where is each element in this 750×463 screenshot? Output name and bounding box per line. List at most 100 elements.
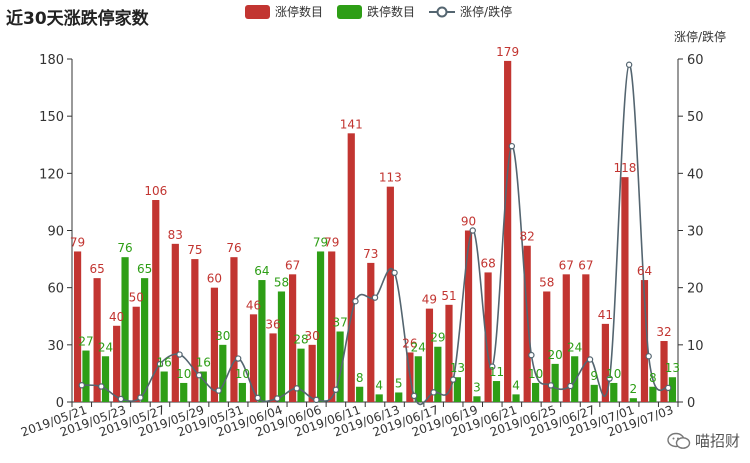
data-label-limit-down: 37 <box>332 315 347 329</box>
ratio-point <box>547 382 555 389</box>
legend-item-ratio[interactable]: 涨停/跌停 <box>429 3 512 20</box>
bar-limit-down <box>531 382 540 402</box>
legend-swatch-limit-up <box>245 4 270 19</box>
ratio-point <box>508 142 516 150</box>
data-label-limit-up: 30 <box>305 329 320 343</box>
y-tick-label-right: 20 <box>687 282 704 297</box>
bar-limit-up <box>640 280 649 402</box>
data-label-limit-up: 73 <box>363 247 378 261</box>
data-label-limit-up: 67 <box>559 258 574 272</box>
ratio-point <box>156 360 164 368</box>
data-label-limit-down: 10 <box>176 367 191 381</box>
data-label-limit-down: 8 <box>649 371 657 385</box>
data-label-limit-up: 60 <box>207 272 222 286</box>
bar-limit-up <box>230 257 238 402</box>
ratio-point <box>215 387 222 394</box>
data-label-limit-up: 79 <box>324 235 339 249</box>
bar-limit-down <box>473 396 481 402</box>
wechat-icon <box>667 432 691 449</box>
y-tick-label-right: 60 <box>687 53 704 68</box>
ratio-point <box>234 355 242 362</box>
ratio-point <box>137 394 144 401</box>
bar-limit-up <box>328 251 336 402</box>
data-label-limit-down: 76 <box>117 241 132 255</box>
ratio-point <box>469 227 476 234</box>
bar-limit-up <box>601 323 609 402</box>
data-label-limit-up: 67 <box>578 258 593 272</box>
data-label-limit-up: 90 <box>461 215 476 229</box>
data-label-limit-down: 4 <box>512 378 520 392</box>
data-label-limit-down: 65 <box>137 262 152 276</box>
bar-limit-down <box>82 350 90 402</box>
legend-item-limit-up[interactable]: 涨停数目 <box>245 3 323 20</box>
ratio-point <box>274 395 281 402</box>
bar-limit-down <box>160 371 168 402</box>
data-label-limit-up: 76 <box>226 241 241 255</box>
data-label-limit-down: 20 <box>547 348 562 362</box>
bar-limit-down <box>629 398 637 402</box>
data-label-limit-up: 79 <box>70 235 85 249</box>
bar-limit-up <box>289 274 297 402</box>
bar-limit-up <box>484 272 492 402</box>
data-label-limit-up: 36 <box>265 317 280 331</box>
data-label-limit-down: 58 <box>274 275 289 289</box>
y-tick-label-left: 60 <box>47 282 64 297</box>
legend: 涨停数目 跌停数目 涨停/跌停 <box>245 3 512 20</box>
bar-limit-down <box>277 291 286 402</box>
data-label-limit-up: 141 <box>340 117 363 131</box>
y-tick-label-right: 40 <box>687 167 704 182</box>
data-label-limit-up: 40 <box>109 310 124 324</box>
bar-limit-up <box>93 278 101 402</box>
data-label-limit-up: 106 <box>144 184 167 198</box>
y-tick-label-right: 30 <box>687 225 704 240</box>
data-label-limit-down: 16 <box>157 356 172 370</box>
bar-limit-down <box>668 377 677 402</box>
bar-limit-up <box>269 333 277 402</box>
bar-limit-down <box>180 382 188 402</box>
bar-limit-down <box>414 356 422 402</box>
y-tick-label-right: 50 <box>687 110 704 125</box>
data-label-limit-down: 30 <box>215 329 230 343</box>
data-label-limit-down: 16 <box>196 356 211 370</box>
bar-limit-down <box>219 344 227 402</box>
bar-limit-down <box>238 382 246 402</box>
ratio-point <box>98 383 105 390</box>
y-tick-label-right: 10 <box>687 339 704 354</box>
bar-limit-up <box>660 341 668 402</box>
ratio-point <box>645 353 652 360</box>
bar-limit-up <box>171 243 179 402</box>
bar-limit-up <box>367 262 375 402</box>
y-tick-label-left: 0 <box>56 396 64 411</box>
legend-item-limit-down[interactable]: 跌停数目 <box>337 3 415 20</box>
data-label-limit-down: 79 <box>313 235 328 249</box>
legend-label-limit-down: 跌停数目 <box>367 5 416 19</box>
data-label-limit-down: 8 <box>356 371 364 385</box>
data-label-limit-down: 5 <box>395 376 403 390</box>
ratio-point <box>449 376 457 383</box>
ratio-point <box>410 392 418 400</box>
data-label-limit-up: 32 <box>656 325 671 339</box>
bar-limit-down <box>571 356 579 402</box>
data-label-limit-up: 65 <box>89 262 104 276</box>
data-label-limit-up: 75 <box>187 243 202 257</box>
ratio-point <box>195 371 203 379</box>
data-label-limit-down: 27 <box>78 335 93 349</box>
bar-limit-up <box>562 274 570 402</box>
bar-limit-down <box>395 392 403 402</box>
data-label-limit-down: 13 <box>665 361 680 375</box>
data-label-limit-down: 4 <box>375 378 383 392</box>
bar-limit-down <box>297 348 305 402</box>
data-label-limit-down: 10 <box>235 367 250 381</box>
y-tick-label-right: 0 <box>687 396 695 411</box>
data-label-limit-down: 24 <box>567 340 582 354</box>
bar-limit-up <box>445 304 453 402</box>
bar-limit-down <box>258 280 266 402</box>
bar-limit-up <box>113 325 121 402</box>
bar-limit-down <box>453 377 461 402</box>
ratio-point <box>371 294 379 301</box>
ratio-point <box>352 298 359 305</box>
ratio-point <box>625 61 633 68</box>
bar-limit-down <box>649 386 657 402</box>
bar-limit-down <box>610 382 618 402</box>
